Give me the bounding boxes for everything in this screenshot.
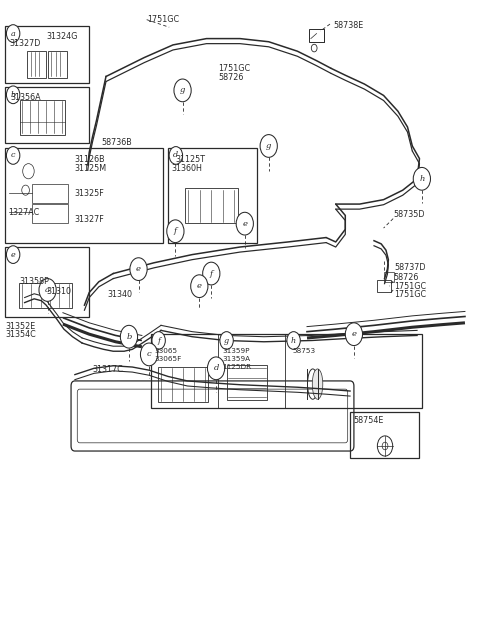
Bar (5, 148, 163, 242)
Text: 31360H: 31360H (171, 163, 202, 173)
Bar (32, 184, 68, 203)
Text: 31354C: 31354C (5, 330, 36, 339)
Bar (227, 365, 267, 400)
Circle shape (130, 258, 147, 280)
Text: b: b (11, 91, 16, 99)
Text: h: h (419, 175, 424, 183)
Text: 31356A: 31356A (10, 94, 41, 103)
Circle shape (220, 332, 233, 349)
Text: 1125DR: 1125DR (222, 364, 252, 370)
Text: 1751GC: 1751GC (394, 282, 426, 291)
Bar (32, 204, 68, 223)
Text: c: c (11, 151, 15, 160)
Text: 58726: 58726 (218, 73, 244, 82)
Text: d: d (173, 151, 179, 160)
Bar (48, 51, 67, 78)
Bar (157, 367, 208, 402)
Text: 31327D: 31327D (9, 39, 41, 48)
Text: 31327F: 31327F (75, 215, 105, 224)
Bar (384, 272, 394, 282)
Circle shape (203, 262, 220, 285)
Text: 58736B: 58736B (101, 138, 132, 147)
Text: g: g (180, 86, 185, 94)
Text: 33065: 33065 (155, 348, 178, 354)
Circle shape (345, 323, 362, 346)
Circle shape (6, 86, 20, 104)
Circle shape (413, 168, 431, 190)
Text: 1327AC: 1327AC (8, 208, 39, 217)
Bar (152, 334, 422, 408)
Text: 31352E: 31352E (5, 322, 36, 331)
Text: e: e (242, 220, 247, 228)
Circle shape (236, 212, 253, 235)
Text: 1751GC: 1751GC (394, 290, 426, 299)
Text: e: e (197, 282, 202, 290)
Circle shape (6, 246, 20, 263)
Text: 33065F: 33065F (155, 356, 182, 362)
Text: 31317C: 31317C (93, 365, 123, 374)
Text: a: a (11, 30, 15, 37)
Text: 31125T: 31125T (175, 155, 205, 165)
Bar (310, 29, 324, 42)
Circle shape (287, 332, 300, 349)
Text: 31359A: 31359A (222, 356, 251, 362)
Text: 58753: 58753 (293, 348, 316, 354)
Bar (185, 188, 238, 223)
Circle shape (6, 147, 20, 165)
Text: 58735D: 58735D (393, 210, 425, 218)
Text: g: g (224, 337, 229, 344)
Text: e: e (11, 251, 15, 259)
Circle shape (39, 279, 56, 301)
Text: a: a (45, 286, 50, 294)
Circle shape (120, 325, 138, 348)
Text: 31125M: 31125M (75, 163, 107, 173)
Circle shape (191, 275, 208, 298)
Text: 31358P: 31358P (20, 277, 50, 286)
Text: f: f (157, 337, 160, 344)
Text: 31324G: 31324G (46, 32, 78, 41)
Circle shape (167, 220, 184, 242)
Bar (5, 26, 89, 83)
Text: 58754E: 58754E (353, 416, 384, 425)
Text: 31325F: 31325F (75, 189, 105, 198)
Bar (350, 412, 420, 458)
Text: e: e (351, 330, 357, 338)
Text: 31359P: 31359P (222, 348, 250, 354)
Circle shape (260, 135, 277, 158)
Bar (27, 51, 46, 78)
Ellipse shape (312, 369, 323, 399)
Bar (377, 280, 391, 292)
Circle shape (169, 147, 182, 165)
Text: 1751GC: 1751GC (147, 15, 179, 24)
Text: f: f (210, 270, 213, 277)
Bar (5, 247, 89, 316)
Text: 58738E: 58738E (333, 22, 363, 30)
Bar (20, 100, 65, 135)
Bar (5, 87, 89, 143)
Text: c: c (147, 351, 151, 358)
Bar (19, 283, 72, 308)
Text: 58737D: 58737D (394, 263, 426, 272)
Text: 58726: 58726 (393, 273, 419, 282)
Circle shape (141, 343, 157, 366)
Circle shape (207, 357, 225, 380)
Circle shape (6, 25, 20, 42)
Circle shape (174, 79, 191, 102)
Text: 1751GC: 1751GC (218, 65, 251, 73)
Text: d: d (214, 365, 219, 372)
Text: f: f (174, 227, 177, 235)
Circle shape (152, 332, 165, 349)
Text: 31310: 31310 (46, 287, 71, 296)
Text: h: h (291, 337, 296, 344)
Text: g: g (266, 142, 271, 150)
Text: 31126B: 31126B (75, 155, 106, 165)
Bar (168, 148, 257, 242)
Text: e: e (136, 265, 141, 273)
Text: 31340: 31340 (107, 290, 132, 299)
Text: b: b (126, 333, 132, 341)
